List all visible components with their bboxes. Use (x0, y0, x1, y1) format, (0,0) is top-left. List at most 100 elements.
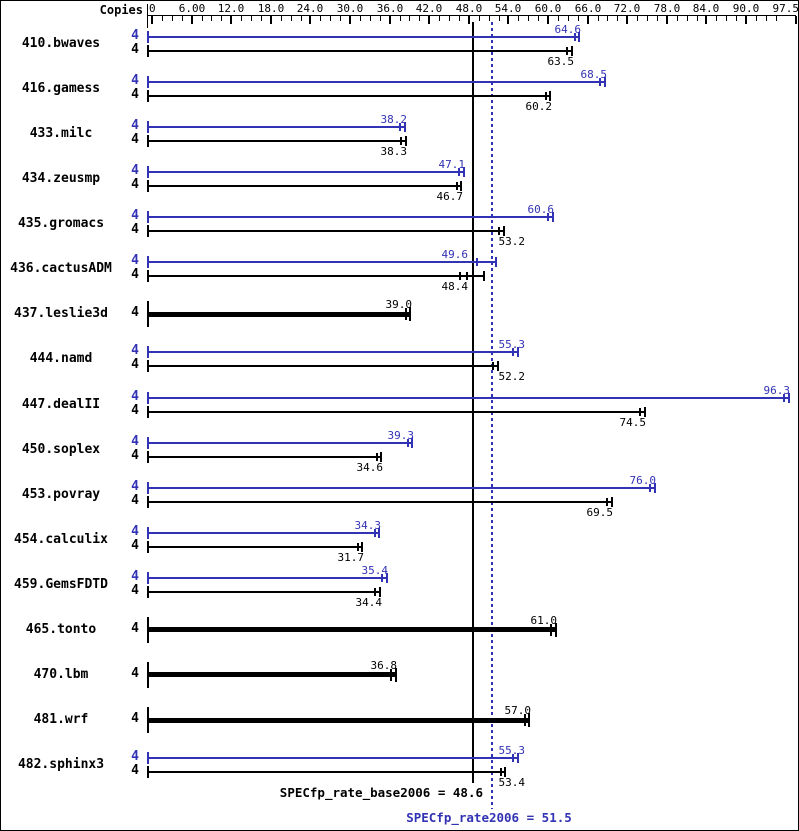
run-tick (357, 543, 359, 551)
axis-tick-label: 84.0 (692, 2, 720, 15)
benchmark-label: 459.GemsFDTD (14, 577, 108, 592)
benchmark-label: 416.gamess (21, 81, 101, 96)
bar-end-cap (604, 77, 606, 87)
run-tick (399, 123, 401, 131)
result-bar (147, 456, 382, 458)
axis-tick-label: 54.0 (494, 2, 522, 15)
bar-value-label: 63.5 (547, 55, 575, 68)
axis-minor-tick (607, 16, 608, 21)
axis-minor-tick (380, 16, 381, 21)
axis-minor-tick (776, 16, 777, 21)
axis-minor-tick (578, 16, 579, 21)
axis-tick (587, 16, 589, 24)
bar-end-cap (571, 46, 573, 56)
axis-tick (230, 16, 232, 24)
axis-tick (151, 16, 153, 24)
bar-value-label: 69.5 (586, 506, 614, 519)
copies-value: 4 (131, 305, 139, 320)
run-tick (498, 227, 500, 235)
bar-end-cap (460, 181, 462, 191)
axis-tick (626, 16, 628, 24)
bar-end-cap (497, 361, 499, 371)
benchmark-label: 437.leslie3d (14, 306, 108, 321)
copies-value: 4 (131, 42, 139, 57)
bar-value-label: 38.2 (380, 113, 408, 126)
run-tick (783, 394, 785, 402)
axis-tick (745, 16, 747, 24)
benchmark-label: 410.bwaves (21, 36, 101, 51)
run-tick (458, 168, 460, 176)
axis-minor-tick (687, 16, 688, 21)
bar-end-cap (361, 542, 363, 552)
copies-value: 4 (131, 132, 139, 147)
run-tick (649, 484, 651, 492)
run-tick (550, 624, 552, 636)
axis-minor-tick (518, 16, 519, 21)
run-tick (374, 588, 376, 596)
bar-end-cap (517, 753, 519, 763)
bar-value-label: 35.4 (361, 564, 389, 577)
bar-value-label: 39.0 (385, 298, 413, 311)
copies-value: 4 (131, 621, 139, 636)
axis-minor-tick (162, 16, 163, 21)
bar-value-label: 49.6 (441, 248, 469, 261)
axis-minor-tick (221, 16, 222, 21)
benchmark-label: 434.zeusmp (21, 171, 101, 186)
bar-value-label: 76.0 (629, 474, 657, 487)
run-tick (381, 574, 383, 582)
copies-value: 4 (131, 163, 139, 178)
run-tick (400, 137, 402, 145)
bar-value-label: 53.4 (498, 776, 526, 789)
bar-value-label: 36.8 (370, 659, 398, 672)
benchmark-label: 444.namd (29, 351, 93, 366)
bar-end-cap (654, 483, 656, 493)
bar-end-cap (411, 438, 413, 448)
axis-tick (468, 16, 470, 24)
bar-value-label: 55.3 (498, 744, 526, 757)
copies-value: 4 (131, 73, 139, 88)
axis-minor-tick (766, 16, 767, 21)
bar-end-cap (405, 136, 407, 146)
axis-tick-label: 6.00 (178, 2, 206, 15)
axis-tick (309, 16, 311, 24)
bar-end-cap (495, 257, 497, 267)
benchmark-label: 436.cactusADM (10, 261, 112, 276)
copies-value: 4 (131, 434, 139, 449)
run-tick (599, 78, 601, 86)
result-bar (147, 95, 551, 97)
bar-value-label: 46.7 (436, 190, 464, 203)
axis-tick (705, 16, 707, 24)
axis-tick-label: 0 (149, 2, 156, 15)
run-tick (466, 272, 468, 280)
copies-value: 4 (131, 267, 139, 282)
run-tick (376, 453, 378, 461)
run-tick (512, 348, 514, 356)
benchmark-label: 453.povray (21, 487, 101, 502)
bar-value-label: 31.7 (337, 551, 365, 564)
axis-minor-tick (202, 16, 203, 21)
run-tick (566, 47, 568, 55)
copies-value: 4 (131, 479, 139, 494)
benchmark-label: 447.dealII (21, 397, 101, 412)
axis-minor-tick (459, 16, 460, 21)
copies-value: 4 (131, 253, 139, 268)
axis-minor-tick (637, 16, 638, 21)
axis-minor-tick (241, 16, 242, 21)
benchmark-label: 433.milc (29, 126, 93, 141)
copies-value: 4 (131, 222, 139, 237)
axis-minor-tick (291, 16, 292, 21)
axis-minor-tick (419, 16, 420, 21)
axis-tick (191, 16, 193, 24)
copies-value: 4 (131, 538, 139, 553)
run-tick (492, 362, 494, 370)
axis-tick-label: 36.0 (376, 2, 404, 15)
copies-value: 4 (131, 87, 139, 102)
copies-column-header: Copies (99, 3, 143, 17)
result-bar (147, 771, 506, 773)
axis-tick (349, 16, 351, 24)
axis-minor-tick (499, 16, 500, 21)
bar-value-label: 34.4 (355, 596, 383, 609)
benchmark-label: 482.sphinx3 (17, 757, 105, 772)
axis-minor-tick (617, 16, 618, 21)
